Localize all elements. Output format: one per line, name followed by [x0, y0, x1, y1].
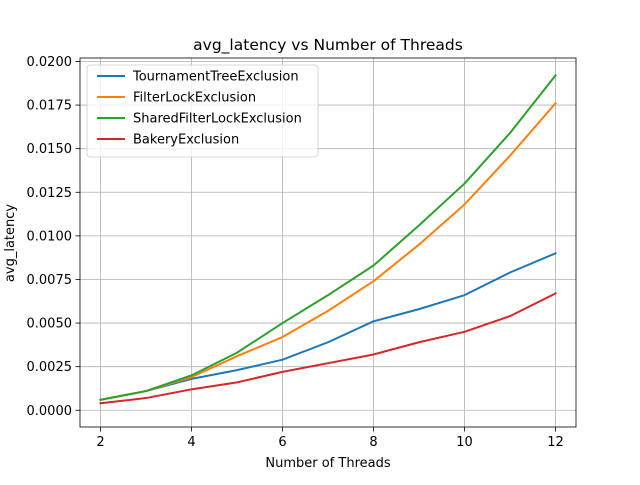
legend-label: TournamentTreeExclusion — [132, 70, 299, 85]
series-lines — [99, 74, 557, 405]
y-tick-label: 0.0075 — [27, 273, 73, 288]
plot-frame — [79, 57, 577, 428]
legend: TournamentTreeExclusion FilterLockExclusi… — [86, 64, 319, 158]
y-tick-label: 0.0150 — [27, 142, 73, 157]
series-line-tournamenttreeexclusion — [99, 252, 557, 401]
y-axis-title: avg_latency — [3, 204, 18, 282]
series-line-sharedfilterlockexclusion — [99, 74, 557, 401]
x-tick-label: 6 — [278, 435, 286, 450]
x-tick-label: 8 — [369, 435, 377, 450]
y-tick-label: 0.0025 — [27, 360, 73, 375]
y-tick-label: 0.0000 — [27, 404, 73, 419]
x-tick-label: 10 — [456, 435, 473, 450]
y-tick-label: 0.0175 — [27, 99, 73, 114]
legend-box — [86, 64, 319, 158]
legend-label: SharedFilterLockExclusion — [133, 112, 302, 127]
series-line-bakeryexclusion — [99, 292, 557, 405]
legend-label: FilterLockExclusion — [133, 91, 256, 106]
y-tick-label: 0.0100 — [27, 229, 73, 244]
y-tick-label: 0.0200 — [27, 55, 73, 70]
series-line-filterlockexclusion — [99, 101, 557, 401]
y-tick-label: 0.0125 — [27, 186, 73, 201]
x-tick-label: 4 — [187, 435, 195, 450]
ticks: 2 4 6 8 10 12 0.0000 0.0025 0.0050 0.0075 0.0100 0.… — [27, 55, 564, 450]
x-tick-label: 2 — [96, 435, 104, 450]
chart-title: avg_latency vs Number of Threads — [193, 36, 463, 55]
x-axis-title: Number of Threads — [265, 456, 390, 471]
legend-label: BakeryExclusion — [133, 133, 239, 148]
x-tick-label: 12 — [547, 435, 564, 450]
y-tick-label: 0.0050 — [27, 317, 73, 332]
